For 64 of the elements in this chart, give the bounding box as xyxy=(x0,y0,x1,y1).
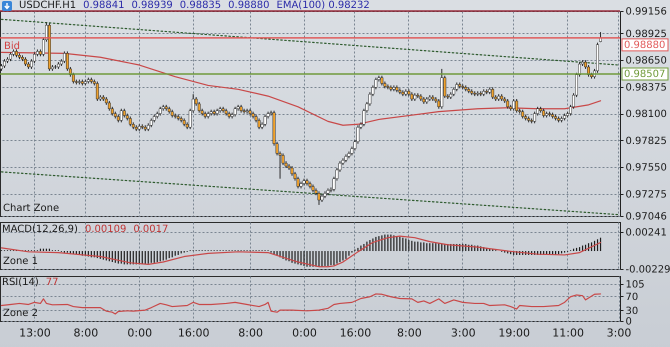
y-tick-label: 0 xyxy=(626,316,632,328)
y-tick-label: 70 xyxy=(626,292,638,303)
chart-title: RSI(14) xyxy=(2,277,39,288)
y-tick-label: 30 xyxy=(626,306,638,317)
x-tick-label: 8:00 xyxy=(238,326,263,340)
x-tick-label: 19:00 xyxy=(498,326,530,340)
annotation: Bid xyxy=(4,40,20,52)
candlestick xyxy=(290,166,294,176)
y-tick-label: 0.98100 xyxy=(626,109,667,120)
x-tick-label: 16:00 xyxy=(178,326,210,340)
chart-title: MACD(12,26,9) xyxy=(2,224,78,235)
chart-title: USDCHF.H1 xyxy=(19,0,76,11)
candlestick xyxy=(512,98,516,112)
candlestick xyxy=(234,106,237,118)
candlestick xyxy=(128,116,132,127)
text: 0.98841 xyxy=(83,0,124,11)
y-tick-label: 0.97046 xyxy=(626,212,667,222)
y-tick-label: 0.97550 xyxy=(626,162,667,174)
text: 0.98939 xyxy=(131,0,173,11)
ref-line-label: 0.98507 xyxy=(624,69,666,80)
y-tick-label: 0.97825 xyxy=(626,136,667,147)
x-tick-label: 8:00 xyxy=(396,326,422,340)
x-tick-label: 0:00 xyxy=(127,326,152,340)
x-tick-label: 13:00 xyxy=(19,326,51,340)
text: Zone 1 xyxy=(3,256,38,267)
candlestick xyxy=(296,176,300,189)
y-tick-label: 0.98375 xyxy=(626,82,667,94)
candlestick xyxy=(506,98,510,110)
y-tick-label: 105 xyxy=(626,280,645,291)
line-series xyxy=(0,236,602,268)
text: 0.98880 xyxy=(228,0,270,11)
x-tick-label: 0:00 xyxy=(292,326,317,340)
y-tick-label: 0.98925 xyxy=(626,28,667,40)
y-tick-label: -0.00229 xyxy=(626,264,670,276)
x-tick-label: 3:00 xyxy=(450,326,476,340)
x-tick-label: 8:00 xyxy=(74,326,98,340)
line-series xyxy=(0,52,602,126)
candlestick xyxy=(198,101,201,114)
text: Chart Zone xyxy=(3,203,60,214)
y-tick-label: 0.99156 xyxy=(626,6,667,18)
candlestick xyxy=(515,98,518,114)
candlestick xyxy=(108,100,111,112)
x-tick-label: 3:00 xyxy=(606,326,632,340)
y-tick-label: 0.97275 xyxy=(626,189,667,200)
candlestick xyxy=(120,108,123,123)
x-tick-label: 11:00 xyxy=(552,326,584,340)
candlestick xyxy=(264,114,267,127)
line-series xyxy=(0,293,602,315)
x-tick-label: 16:00 xyxy=(340,326,372,340)
candlestick xyxy=(533,111,536,124)
ref-line-label: 0.98880 xyxy=(624,40,666,51)
text: 0.98835 xyxy=(180,0,222,11)
candlestick xyxy=(318,190,320,206)
y-tick-label: 0.98650 xyxy=(626,56,667,67)
annotation: 0.00109 xyxy=(84,224,126,235)
candlestick xyxy=(96,81,99,102)
y-tick-label: 0.00241 xyxy=(626,228,667,239)
annotation: 77 xyxy=(46,277,59,288)
candlestick xyxy=(380,75,384,86)
candlestick xyxy=(258,118,261,130)
text: Zone 2 xyxy=(3,308,38,319)
candlestick xyxy=(491,86,494,100)
annotation: 0.0017 xyxy=(133,224,168,235)
text: EMA(100) 0.98232 xyxy=(276,0,370,11)
